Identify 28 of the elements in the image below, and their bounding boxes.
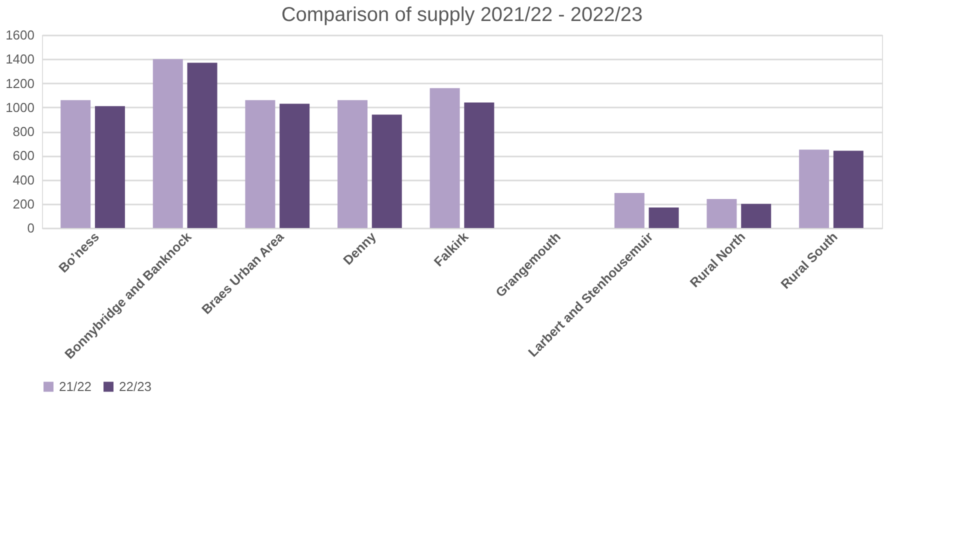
y-tick-label: 200 (12, 196, 34, 212)
bar (280, 104, 310, 228)
y-tick-label: 1400 (6, 52, 34, 67)
bar (833, 150, 864, 228)
bar (648, 207, 679, 228)
bar (372, 114, 402, 228)
y-tick-label: 1200 (6, 76, 34, 91)
y-tick-label: 1600 (6, 28, 34, 42)
bar (799, 150, 830, 228)
bar (464, 102, 494, 228)
y-tick-label: 600 (12, 148, 34, 164)
y-tick-label: 400 (12, 172, 34, 188)
bar (187, 62, 218, 228)
bar (94, 106, 125, 228)
bar (338, 100, 368, 228)
bar (60, 100, 91, 228)
y-tick-label: 0 (27, 220, 34, 236)
bar (430, 88, 460, 228)
legend-label: 22/23 (119, 378, 152, 394)
legend-label: 21/22 (59, 378, 92, 394)
bar (245, 100, 276, 228)
bar (614, 193, 644, 228)
chart-title: Comparison of supply 2021/22 - 2022/23 (281, 4, 643, 26)
bar (706, 199, 737, 228)
bar (741, 204, 772, 228)
bar (152, 59, 183, 228)
y-tick-label: 1000 (6, 100, 34, 115)
y-tick-label: 800 (12, 124, 34, 139)
